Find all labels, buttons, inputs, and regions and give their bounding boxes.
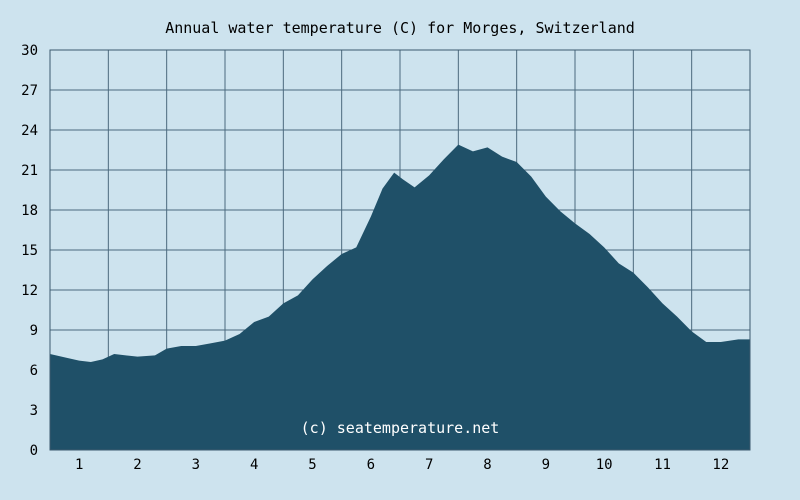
y-tick-label: 18	[21, 203, 38, 219]
y-tick-label: 3	[30, 403, 38, 419]
x-tick-label: 5	[308, 457, 316, 473]
temperature-area	[50, 144, 750, 450]
y-tick-label: 6	[30, 363, 38, 379]
x-tick-label: 12	[712, 457, 729, 473]
x-tick-label: 11	[654, 457, 671, 473]
x-tick-label: 8	[483, 457, 491, 473]
y-tick-label: 27	[21, 83, 38, 99]
x-tick-label: 9	[542, 457, 550, 473]
x-axis-ticks: 1 2 3 4 5 6 7 8 9 10 11 12	[75, 457, 729, 473]
x-tick-label: 6	[367, 457, 375, 473]
y-tick-label: 21	[21, 163, 38, 179]
x-tick-label: 1	[75, 457, 83, 473]
x-tick-label: 2	[133, 457, 141, 473]
chart-title: Annual water temperature (C) for Morges,…	[165, 19, 635, 37]
y-tick-label: 0	[30, 443, 38, 459]
x-tick-label: 7	[425, 457, 433, 473]
watermark-text: (c) seatemperature.net	[301, 419, 500, 437]
plot-frame	[49, 49, 751, 451]
y-tick-label: 24	[21, 123, 38, 139]
x-tick-label: 3	[192, 457, 200, 473]
x-tick-label: 4	[250, 457, 258, 473]
y-tick-label: 12	[21, 283, 38, 299]
y-tick-label: 9	[30, 323, 38, 339]
x-tick-label: 10	[596, 457, 613, 473]
y-tick-label: 15	[21, 243, 38, 259]
y-axis-ticks: 0 3 6 9 12 15 18 21 24 27 30	[21, 43, 38, 459]
y-tick-label: 30	[21, 43, 38, 59]
